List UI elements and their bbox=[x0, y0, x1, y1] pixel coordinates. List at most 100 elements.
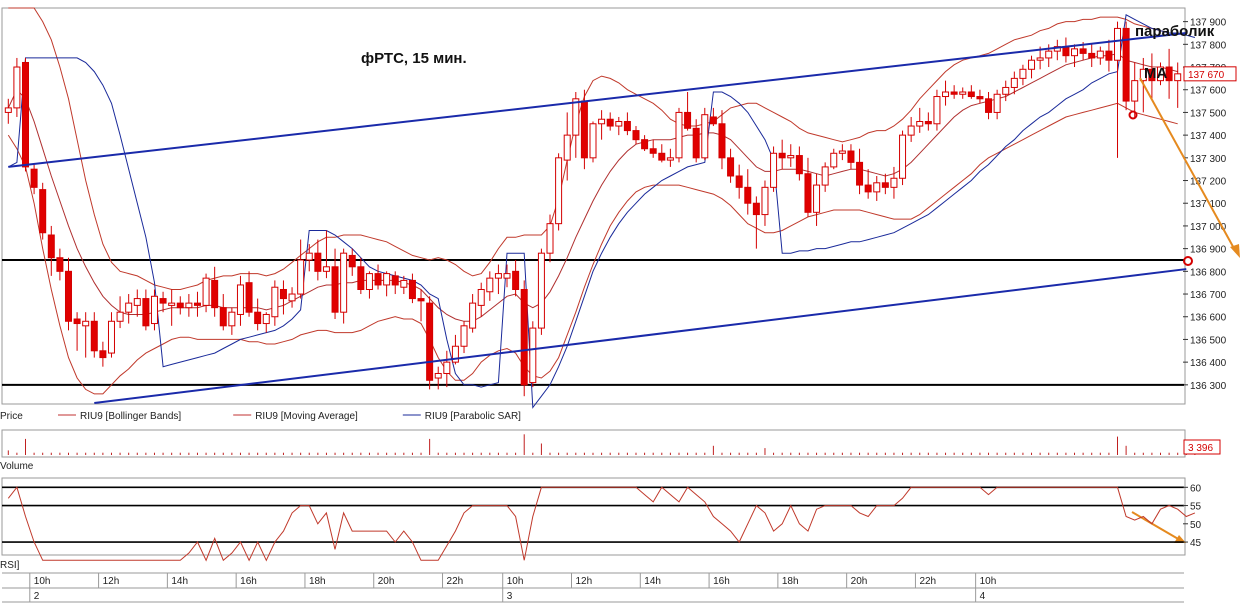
time-tick-label: 16h bbox=[713, 576, 730, 587]
candle-body bbox=[718, 123, 726, 159]
candle-body bbox=[150, 295, 158, 325]
candle-body bbox=[279, 288, 287, 300]
candle-body bbox=[1036, 57, 1044, 61]
time-tick-label: 22h bbox=[447, 576, 464, 587]
candle-body bbox=[1157, 66, 1165, 82]
forecast-arrow-line bbox=[1139, 77, 1237, 253]
sar-marker-circle bbox=[1128, 110, 1138, 120]
candle-body bbox=[1148, 68, 1156, 82]
candle-body bbox=[322, 266, 330, 272]
candle-body bbox=[357, 266, 365, 290]
price-tick-label: 137 800 bbox=[1190, 40, 1227, 51]
candle-body bbox=[520, 288, 528, 386]
candle-body bbox=[1174, 73, 1182, 82]
candle-body bbox=[537, 252, 545, 329]
candle-body bbox=[1088, 52, 1096, 59]
candle-body bbox=[400, 279, 408, 288]
candle-body bbox=[632, 130, 640, 141]
candle-body bbox=[813, 184, 821, 213]
candle-body bbox=[477, 288, 485, 306]
price-tick-label: 137 900 bbox=[1190, 18, 1227, 29]
candle-body bbox=[692, 127, 700, 159]
candle-body bbox=[176, 302, 184, 309]
candle-body bbox=[778, 152, 786, 159]
candle-body bbox=[340, 252, 348, 313]
price-tick-label: 137 300 bbox=[1190, 154, 1227, 165]
parabolic-sar-line bbox=[8, 14, 1196, 409]
time-tick-label: 10h bbox=[507, 576, 524, 587]
candle-body bbox=[606, 118, 614, 127]
candle-body bbox=[512, 270, 520, 290]
candle-body bbox=[752, 202, 760, 216]
candle-body bbox=[873, 182, 881, 193]
day-label: 3 bbox=[507, 591, 513, 602]
candle-body bbox=[563, 134, 571, 161]
bollinger-lower-line bbox=[7, 102, 1178, 395]
price-tick-label: 137 400 bbox=[1190, 131, 1227, 142]
candle-body bbox=[727, 157, 735, 177]
candle-body bbox=[47, 234, 55, 259]
candle-body bbox=[314, 252, 322, 272]
price-tick-label: 136 500 bbox=[1190, 335, 1227, 346]
candle-body bbox=[408, 279, 416, 300]
candle-body bbox=[219, 307, 227, 327]
time-tick-label: 14h bbox=[171, 576, 188, 587]
level-marker-circle bbox=[1183, 256, 1193, 266]
candle-body bbox=[262, 313, 270, 325]
candle-body bbox=[950, 91, 958, 95]
price-tick-label: 136 600 bbox=[1190, 313, 1227, 324]
candle-body bbox=[529, 327, 537, 384]
candle-body bbox=[847, 150, 855, 163]
rsi-tick-label: 50 bbox=[1190, 520, 1202, 531]
candle-body bbox=[417, 298, 425, 302]
candle-body bbox=[1019, 68, 1027, 79]
candle-body bbox=[460, 325, 468, 347]
candle-body bbox=[615, 121, 623, 127]
candle-body bbox=[1071, 48, 1079, 57]
candle-body bbox=[598, 118, 606, 125]
legend-label: Price bbox=[0, 411, 23, 422]
candle-body bbox=[1045, 50, 1053, 59]
candle-body bbox=[159, 298, 167, 304]
candle-body bbox=[211, 279, 219, 309]
candle-body bbox=[297, 259, 305, 295]
time-tick-label: 20h bbox=[851, 576, 868, 587]
rsi-arrow-line bbox=[1131, 511, 1181, 541]
candle-body bbox=[933, 96, 941, 125]
candle-body bbox=[967, 91, 975, 98]
trend-line bbox=[8, 31, 1187, 168]
candle-body bbox=[426, 302, 434, 381]
candle-body bbox=[494, 273, 502, 279]
candle-body bbox=[1062, 46, 1070, 57]
rsi-line bbox=[7, 486, 1196, 562]
time-tick-label: 18h bbox=[309, 576, 326, 587]
price-tick-label: 136 800 bbox=[1190, 267, 1227, 278]
rsi-title: RSI] bbox=[0, 560, 20, 571]
price-tick-label: 137 500 bbox=[1190, 108, 1227, 119]
candle-body bbox=[1165, 66, 1173, 82]
candle-body bbox=[684, 111, 692, 129]
day-label: 2 bbox=[34, 591, 40, 602]
candle-body bbox=[830, 152, 838, 168]
candle-body bbox=[228, 311, 236, 327]
candle-body bbox=[795, 155, 803, 175]
last-price-box bbox=[1183, 66, 1237, 82]
last-price-label: 137 670 bbox=[1188, 70, 1225, 81]
candle-body bbox=[589, 123, 597, 159]
candle-body bbox=[4, 107, 12, 113]
candle-body bbox=[735, 175, 743, 188]
candle-body bbox=[365, 273, 373, 290]
candle-body bbox=[73, 318, 81, 325]
candle-body bbox=[1122, 27, 1130, 102]
candle-body bbox=[555, 157, 563, 225]
time-tick-label: 16h bbox=[240, 576, 257, 587]
candle-body bbox=[125, 302, 133, 313]
price-tick-label: 137 100 bbox=[1190, 199, 1227, 210]
annotation-parabolic: параболик bbox=[1135, 23, 1215, 40]
volume-last-label: 3 396 bbox=[1188, 443, 1213, 454]
time-tick-label: 22h bbox=[919, 576, 936, 587]
candle-body bbox=[383, 273, 391, 286]
price-tick-label: 136 900 bbox=[1190, 245, 1227, 256]
candle-body bbox=[1096, 50, 1104, 59]
